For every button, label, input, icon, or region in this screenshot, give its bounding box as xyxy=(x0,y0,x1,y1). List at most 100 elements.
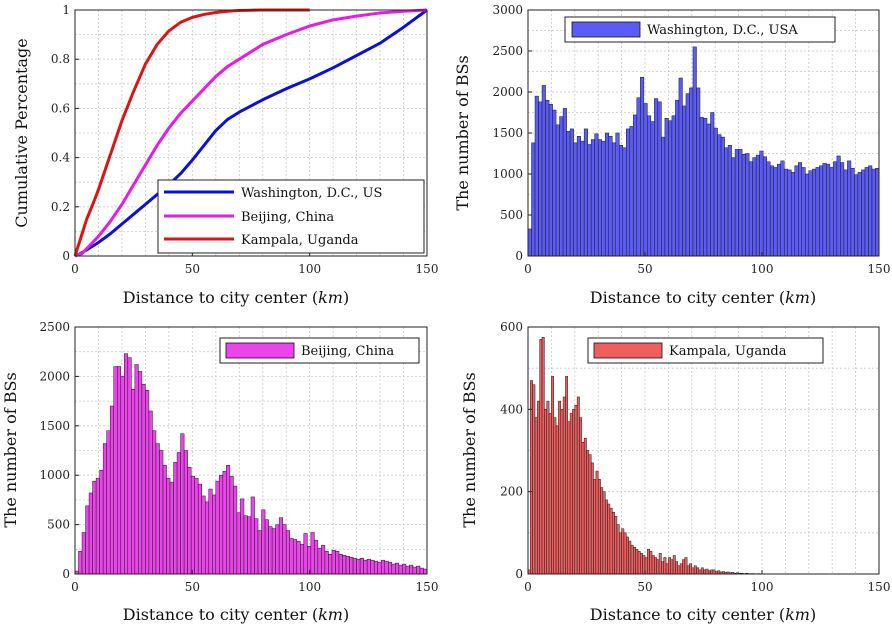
beijing-histogram-bar xyxy=(116,366,122,575)
washington-histogram-bar xyxy=(717,134,722,257)
beijing-histogram-bar xyxy=(88,492,93,575)
beijing-histogram-bar xyxy=(155,443,160,575)
beijing-histogram-bar xyxy=(95,477,100,575)
washington-histogram-bar xyxy=(636,97,641,257)
washington-histogram-bar xyxy=(629,126,634,257)
beijing-histogram-bar xyxy=(219,474,224,575)
kampala-histogram-bar xyxy=(689,563,693,575)
kampala-histogram-bar xyxy=(672,555,676,575)
kampala-histogram-bar xyxy=(668,557,671,575)
beijing-xlabel: Distance to city center (km) xyxy=(123,605,349,624)
washington-histogram-bar xyxy=(762,156,767,257)
kampala-ytick-label: 0 xyxy=(515,567,523,581)
kampala-histogram-bar xyxy=(541,337,545,575)
kampala-xlabel: Distance to city center (km) xyxy=(590,605,816,624)
beijing-histogram-bar xyxy=(201,495,206,575)
beijing-histogram-bar xyxy=(212,494,217,575)
beijing-histogram-bar xyxy=(254,518,259,575)
beijing-histogram-bar xyxy=(303,533,308,575)
kampala-histogram-bar xyxy=(633,546,636,575)
beijing-histogram-bar xyxy=(345,555,350,575)
washington-histogram-bar xyxy=(583,128,588,257)
beijing-histogram-bar xyxy=(247,516,252,575)
washington-histogram-bar xyxy=(801,167,806,257)
beijing-histogram-bar xyxy=(377,561,382,575)
beijing-histogram-bar xyxy=(292,539,298,575)
washington-histogram-bar xyxy=(534,95,539,257)
washington-histogram-bar xyxy=(741,154,746,257)
beijing-histogram-bar xyxy=(384,560,389,575)
washington-histogram-bar xyxy=(727,145,732,257)
kampala-legend: Kampala, Uganda xyxy=(587,337,824,364)
kampala-plot-frame xyxy=(527,326,880,575)
beijing-histogram-bar xyxy=(388,561,393,575)
beijing-legend-swatch xyxy=(225,342,295,359)
beijing-xtick-label: 100 xyxy=(298,580,321,594)
beijing-histogram-bar xyxy=(176,452,181,575)
washington-histogram-bar xyxy=(703,117,708,257)
kampala-histogram-bar xyxy=(548,413,552,575)
beijing-histogram-bar xyxy=(162,465,167,575)
washington-histogram-bar xyxy=(696,87,701,257)
washington-histogram-bar xyxy=(812,168,817,257)
beijing-histogram-bar xyxy=(405,565,410,575)
washington-histogram-bar xyxy=(545,99,550,257)
cdf-ytick-label: 0.4 xyxy=(51,151,70,165)
washington-xlabel: Distance to city center (km) xyxy=(590,288,816,307)
beijing-histogram-bar xyxy=(328,553,333,575)
washington-xtick-label: 150 xyxy=(868,262,891,276)
kampala-histogram-bar xyxy=(686,565,690,575)
legend-label-washington: Washington, D.C., US xyxy=(241,186,382,201)
washington-histogram-bar xyxy=(864,167,869,257)
beijing-histogram-bar xyxy=(99,470,104,575)
beijing-histogram-bar xyxy=(233,485,238,575)
washington-histogram-bar xyxy=(587,144,592,257)
kampala-histogram-bar xyxy=(551,376,554,575)
washington-histogram-bar xyxy=(548,104,553,257)
cdf-xlabel: Distance to city center (km) xyxy=(123,288,349,307)
beijing-ytick-label: 1500 xyxy=(39,419,70,433)
washington-histogram-bar xyxy=(857,172,862,257)
kampala-histogram-bar xyxy=(572,409,576,575)
kampala-ylabel: The number of BSs xyxy=(460,372,479,527)
beijing-histogram-bar xyxy=(78,551,83,575)
washington-histogram-bar xyxy=(706,123,711,257)
beijing-histogram-bar xyxy=(363,559,368,575)
beijing-histogram-bar xyxy=(416,565,421,575)
beijing-histogram-bar xyxy=(366,558,371,575)
kampala-histogram-bar xyxy=(658,553,662,575)
kampala-histogram-bar xyxy=(675,561,679,575)
washington-histogram-bar xyxy=(678,77,683,257)
beijing-histogram-bar xyxy=(194,477,199,575)
kampala-histogram-bar xyxy=(569,413,573,575)
kampala-histogram-bar xyxy=(710,569,714,575)
cdf-xtick-label: 150 xyxy=(416,262,439,276)
washington-histogram-bar xyxy=(675,99,680,257)
washington-ytick-label: 2000 xyxy=(492,85,523,99)
washington-histogram-bar xyxy=(805,173,810,257)
washington-histogram-bar xyxy=(555,124,560,257)
beijing-histogram-bar xyxy=(307,546,312,575)
kampala-histogram-bar xyxy=(595,470,599,575)
kampala-histogram-bar xyxy=(649,551,653,575)
beijing-histogram-bar xyxy=(331,550,336,575)
kampala-histogram-bar xyxy=(586,450,590,575)
beijing-histogram-bar xyxy=(409,564,414,575)
kampala-histogram-bar xyxy=(656,559,660,575)
washington-histogram-bar xyxy=(766,161,771,257)
kampala-histogram-bar xyxy=(611,512,615,575)
washington-histogram-bar xyxy=(657,101,662,257)
washington-xtick-label: 100 xyxy=(751,262,774,276)
beijing-histogram-bar xyxy=(296,541,301,575)
kampala-histogram-bar xyxy=(663,557,667,575)
beijing-histogram-bar xyxy=(134,364,139,575)
washington-histogram-bar xyxy=(604,132,609,257)
washington-histogram-bar xyxy=(594,133,599,257)
kampala-histogram-bar xyxy=(602,491,606,575)
washington-histogram-bar xyxy=(626,128,631,257)
beijing-histogram-bar xyxy=(113,366,118,575)
kampala-histogram-bar xyxy=(705,568,709,575)
cdf-legend: Washington, D.C., US Beijing, China Kamp… xyxy=(157,179,425,254)
beijing-histogram-bar xyxy=(423,568,428,575)
